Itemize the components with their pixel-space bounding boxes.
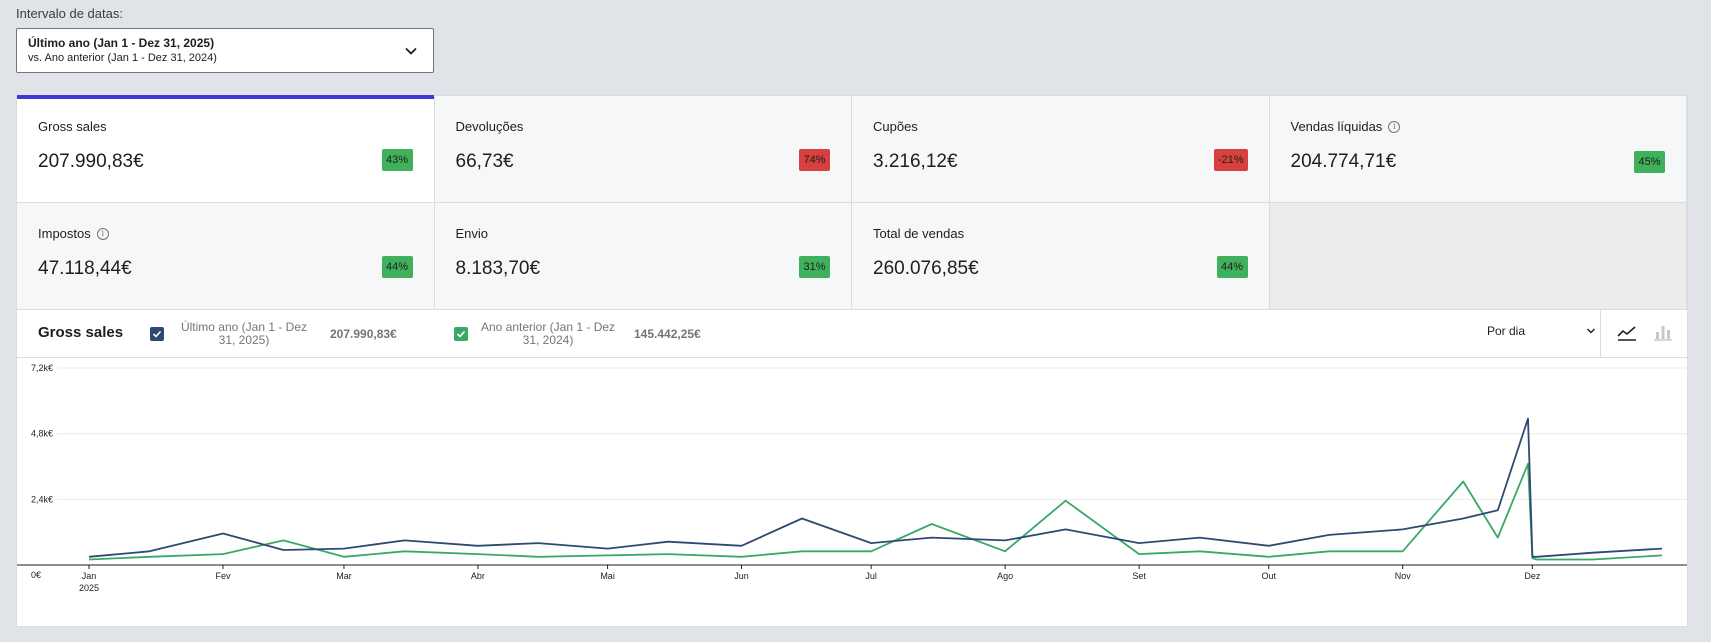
tile-label: Vendas líquidas i (1291, 119, 1401, 134)
tile-value: 207.990,83€ (38, 151, 144, 172)
x-tick-label: Mai (600, 571, 615, 581)
tile-label-text: Vendas líquidas (1290, 119, 1383, 134)
x-tick-label: Dez (1524, 571, 1541, 581)
date-range-picker[interactable]: Último ano (Jan 1 - Dez 31, 2025) vs. An… (16, 28, 434, 73)
tile-label: Envio (456, 226, 489, 241)
delta-badge: 45% (1634, 151, 1665, 173)
summary-tiles: Gross sales 207.990,83€ 43% Devoluções 66,73… (17, 95, 1687, 310)
tile-label-text: Total de vendas (873, 226, 965, 241)
date-range-secondary: vs. Ano anterior (Jan 1 - Dez 31, 2024) (28, 52, 217, 64)
tile-label: Gross sales (38, 119, 107, 134)
gross-sales-line-chart: 0€ 2,4k€ 4,8k€ 7,2k€ Jan Fev Mar Abr Mai Jun Jul Ag… (17, 363, 1687, 593)
x-tick-label: Ago (997, 571, 1013, 581)
bar-chart-icon[interactable] (1652, 323, 1674, 343)
x-tick-label: Fev (215, 571, 231, 581)
y-tick-label: 2,4k€ (31, 494, 53, 504)
summary-tile-envio[interactable]: Envio 8.183,70€ 31% (434, 203, 852, 310)
legend-name-current: Último ano (Jan 1 - Dez 31, 2025) (180, 320, 308, 347)
info-icon[interactable]: i (1388, 120, 1401, 133)
checkmark-icon (152, 330, 162, 338)
y-tick-label: 0€ (31, 570, 41, 580)
interval-select-label: Por dia (1487, 324, 1526, 338)
chart-title: Gross sales (38, 324, 124, 341)
tile-value: 47.118,44€ (38, 258, 132, 279)
tile-value: 260.076,85€ (873, 258, 979, 279)
summary-tile-vendas-liquidas[interactable]: Vendas líquidas i 204.774,71€ 45% (1269, 96, 1687, 203)
empty-tile (1269, 203, 1687, 310)
legend-name-previous: Ano anterior (Jan 1 - Dez 31, 2024) (480, 320, 616, 347)
interval-select[interactable]: Por dia (1487, 324, 1597, 338)
legend-current-year[interactable]: Último ano (Jan 1 - Dez 31, 2025) 207.99… (150, 319, 397, 349)
tile-value: 66,73€ (455, 151, 514, 172)
summary-tile-total-de-vendas[interactable]: Total de vendas 260.076,85€ 44% (852, 203, 1270, 310)
summary-tile-impostos[interactable]: Impostos i 47.118,44€ 44% (17, 203, 435, 310)
tile-label-text: Impostos (38, 226, 91, 241)
delta-badge: 44% (1216, 256, 1248, 278)
report-panel: Gross sales 207.990,83€ 43% Devoluções 66,73… (16, 95, 1688, 627)
info-icon[interactable]: i (96, 227, 109, 240)
x-tick-label: Mar (336, 571, 352, 581)
chart-plot-area: 0€ 2,4k€ 4,8k€ 7,2k€ Jan Fev Mar Abr Mai Jun Jul Ag… (17, 358, 1687, 626)
tile-value: 8.183,70€ (455, 258, 541, 279)
summary-tile-gross-sales[interactable]: Gross sales 207.990,83€ 43% (17, 95, 435, 203)
legend-previous-year[interactable]: Ano anterior (Jan 1 - Dez 31, 2024) 145.… (454, 319, 701, 349)
series-line (88, 462, 1663, 561)
y-tick-label: 7,2k€ (31, 363, 53, 373)
x-tick-label: Jul (865, 571, 877, 581)
delta-badge: 44% (381, 256, 413, 278)
summary-tile-devolucoes[interactable]: Devoluções 66,73€ 74% (434, 96, 852, 203)
chart-type-switch (1600, 310, 1687, 357)
tile-label-text: Cupões (873, 119, 918, 134)
delta-badge: 43% (381, 149, 413, 171)
chevron-down-icon (1587, 328, 1595, 334)
x-year-label: 2025 (79, 583, 99, 593)
tile-label: Impostos i (38, 226, 109, 241)
tile-label-text: Gross sales (38, 119, 107, 134)
x-tick-label: Jan (82, 571, 97, 581)
x-tick-label: Jun (734, 571, 749, 581)
y-tick-label: 4,8k€ (31, 429, 53, 439)
tile-label-text: Envio (455, 226, 489, 241)
date-range-label: Intervalo de datas: (16, 6, 123, 21)
legend-total-current: 207.990,83€ (330, 327, 397, 341)
x-tick-label: Set (1132, 571, 1146, 581)
series-line (88, 417, 1663, 558)
date-range-primary: Último ano (Jan 1 - Dez 31, 2025) (28, 36, 215, 50)
x-tick-label: Nov (1395, 571, 1412, 581)
tile-label: Devoluções (456, 119, 524, 134)
line-chart-icon[interactable] (1616, 323, 1638, 343)
checkmark-icon (456, 330, 466, 338)
tile-label: Cupões (873, 119, 918, 134)
delta-badge: 74% (799, 149, 830, 171)
chevron-down-icon (405, 47, 417, 55)
tile-label-text: Devoluções (455, 119, 524, 134)
tile-value: 3.216,12€ (873, 151, 958, 172)
tile-label: Total de vendas (873, 226, 964, 241)
tile-value: 204.774,71€ (1290, 151, 1397, 172)
x-tick-label: Abr (471, 571, 485, 581)
legend-checkbox-current[interactable] (150, 327, 164, 341)
chart-header: Gross sales Último ano (Jan 1 - Dez 31, … (17, 310, 1687, 358)
delta-badge: -21% (1213, 149, 1248, 171)
delta-badge: 31% (799, 256, 830, 278)
legend-total-previous: 145.442,25€ (634, 327, 701, 341)
summary-tile-cupoes[interactable]: Cupões 3.216,12€ -21% (852, 96, 1270, 203)
x-tick-label: Out (1261, 571, 1276, 581)
legend-checkbox-previous[interactable] (454, 327, 468, 341)
